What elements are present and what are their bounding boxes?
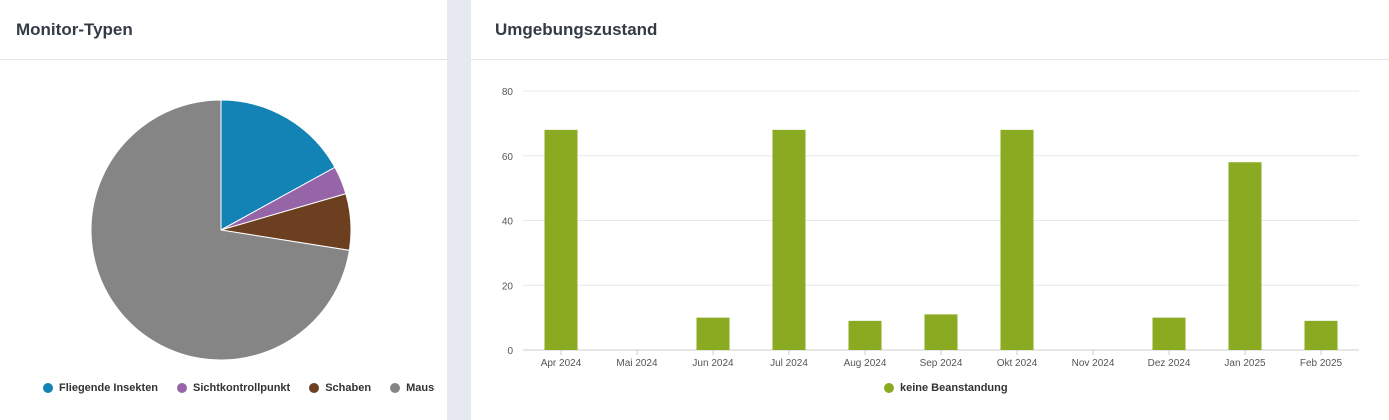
legend-item-fliegende-insekten[interactable]: Fliegende Insekten <box>43 382 158 394</box>
card-header: Monitor-Typen <box>0 0 447 60</box>
y-tick-label: 60 <box>502 152 514 163</box>
bar-dez-2024[interactable] <box>1152 317 1186 351</box>
card-title: Umgebungszustand <box>495 19 658 39</box>
bar-aug-2024[interactable] <box>848 320 882 350</box>
bar-apr-2024[interactable] <box>544 129 578 350</box>
pie-slice-fliegende-insekten[interactable] <box>220 99 336 231</box>
legend-marker <box>309 383 320 393</box>
x-tick-label: Sep 2024 <box>920 358 963 369</box>
legend-marker <box>884 383 894 393</box>
bar-okt-2024[interactable] <box>1000 129 1034 350</box>
y-tick-label: 20 <box>502 281 514 292</box>
x-tick-label: Jun 2024 <box>692 358 734 369</box>
x-tick-label: Aug 2024 <box>844 358 887 369</box>
bar-sep-2024[interactable] <box>924 314 958 350</box>
y-tick-label: 80 <box>502 87 514 98</box>
pie-chart <box>90 99 352 361</box>
bar-jan-2025[interactable] <box>1228 162 1262 350</box>
card-header: Umgebungszustand <box>471 0 1389 60</box>
x-tick-label: Jul 2024 <box>770 358 808 369</box>
legend-label: Sichtkontrollpunkt <box>193 382 291 394</box>
bar-jul-2024[interactable] <box>772 129 806 350</box>
legend-item-maus[interactable]: Maus <box>390 382 434 394</box>
legend-label: Fliegende Insekten <box>59 382 159 394</box>
x-tick-label: Nov 2024 <box>1072 358 1115 369</box>
x-tick-label: Jan 2025 <box>1224 358 1266 369</box>
x-tick-label: Feb 2025 <box>1300 358 1343 369</box>
bar-legend: keine Beanstandung <box>884 382 1008 394</box>
legend-marker <box>43 383 53 393</box>
pie-legend: Fliegende Insekten Sichtkontrollpunkt Scha… <box>43 382 434 394</box>
x-tick-label: Okt 2024 <box>997 358 1038 369</box>
environment-status-card: Umgebungszustand 0 20 40 60 80 Apr 2024 Mai 20… <box>471 0 1389 420</box>
legend-item-sichtkontrollpunkt[interactable]: Sichtkontrollpunkt <box>177 382 290 394</box>
card-title: Monitor-Typen <box>16 19 133 39</box>
legend-item-schaben[interactable]: Schaben <box>309 382 371 394</box>
y-tick-label: 40 <box>502 217 514 228</box>
legend-label: Schaben <box>325 382 372 394</box>
y-tick-label: 0 <box>507 346 513 357</box>
pie-slice-maus[interactable] <box>90 99 350 361</box>
monitor-types-card: Monitor-Typen Fliegende Insekten Sichtkon… <box>0 0 447 420</box>
legend-item-keine-beanstandung[interactable]: keine Beanstandung <box>884 382 1008 394</box>
bar-feb-2025[interactable] <box>1304 320 1338 350</box>
x-tick-label: Apr 2024 <box>541 358 582 369</box>
bar-chart: 0 20 40 60 80 Apr 2024 Mai 2024 Jun 2024 Jul 202… <box>502 87 1359 369</box>
legend-marker <box>390 383 401 393</box>
x-tick-label: Mai 2024 <box>616 358 658 369</box>
x-tick-label: Dez 2024 <box>1148 358 1191 369</box>
legend-label: keine Beanstandung <box>900 382 1008 394</box>
legend-label: Maus <box>406 382 435 394</box>
bar-jun-2024[interactable] <box>696 317 730 351</box>
legend-marker <box>177 383 188 393</box>
